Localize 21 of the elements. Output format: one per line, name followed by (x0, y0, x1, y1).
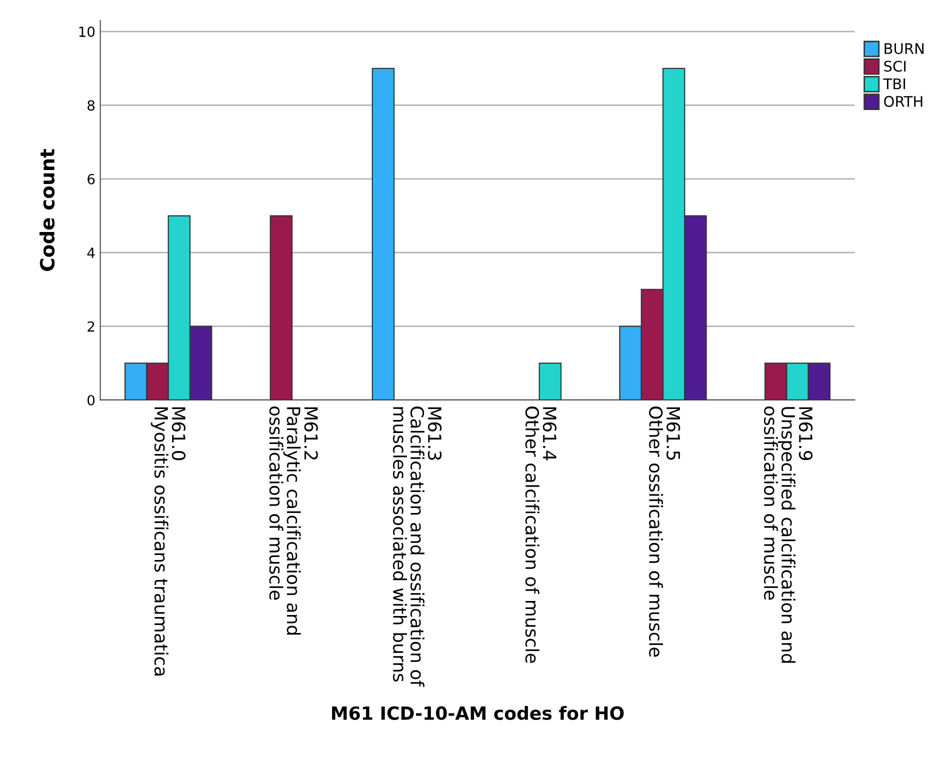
x-tick-label: M61.0 Myositis ossificans traumatica (150, 407, 186, 676)
legend-label: TBI (883, 78, 906, 90)
y-tick-label: 6 (88, 174, 95, 184)
y-axis-title: Code count (40, 149, 55, 271)
y-tick-label: 4 (87, 248, 95, 258)
bar (270, 215, 293, 400)
legend-label: SCI (884, 60, 906, 72)
x-tick-label: M61.9 Unspecified calcification and ossification of muscle (764, 406, 813, 663)
x-axis-title: M61 ICD-10-AM codes for HO (332, 706, 624, 720)
bar (538, 362, 562, 400)
x-tick-label: M61.3 Calcification and ossification of muscles associated with burns (392, 406, 442, 687)
y-tick-label: 2 (88, 321, 94, 332)
legend-label: ORTH (884, 96, 922, 107)
y-tick-label: 10 (79, 26, 95, 38)
y-tick-label: 8 (88, 100, 95, 111)
x-tick-label: M61.4 Other calcification of muscle (525, 406, 556, 663)
x-tick-label: M61.2 Paralytic calcification and ossification of muscle (269, 406, 318, 635)
bar (372, 68, 395, 400)
x-tick-label: M61.5 Other ossification of muscle (649, 406, 680, 657)
y-tick-label: 0 (88, 394, 95, 406)
legend-label: BURN (884, 43, 924, 54)
